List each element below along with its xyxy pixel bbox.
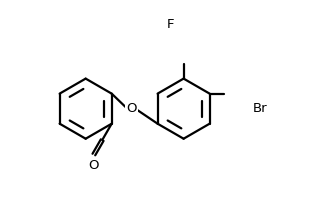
Text: F: F xyxy=(167,18,174,31)
Text: O: O xyxy=(88,159,99,172)
Text: Br: Br xyxy=(252,102,267,115)
Text: O: O xyxy=(126,102,137,115)
